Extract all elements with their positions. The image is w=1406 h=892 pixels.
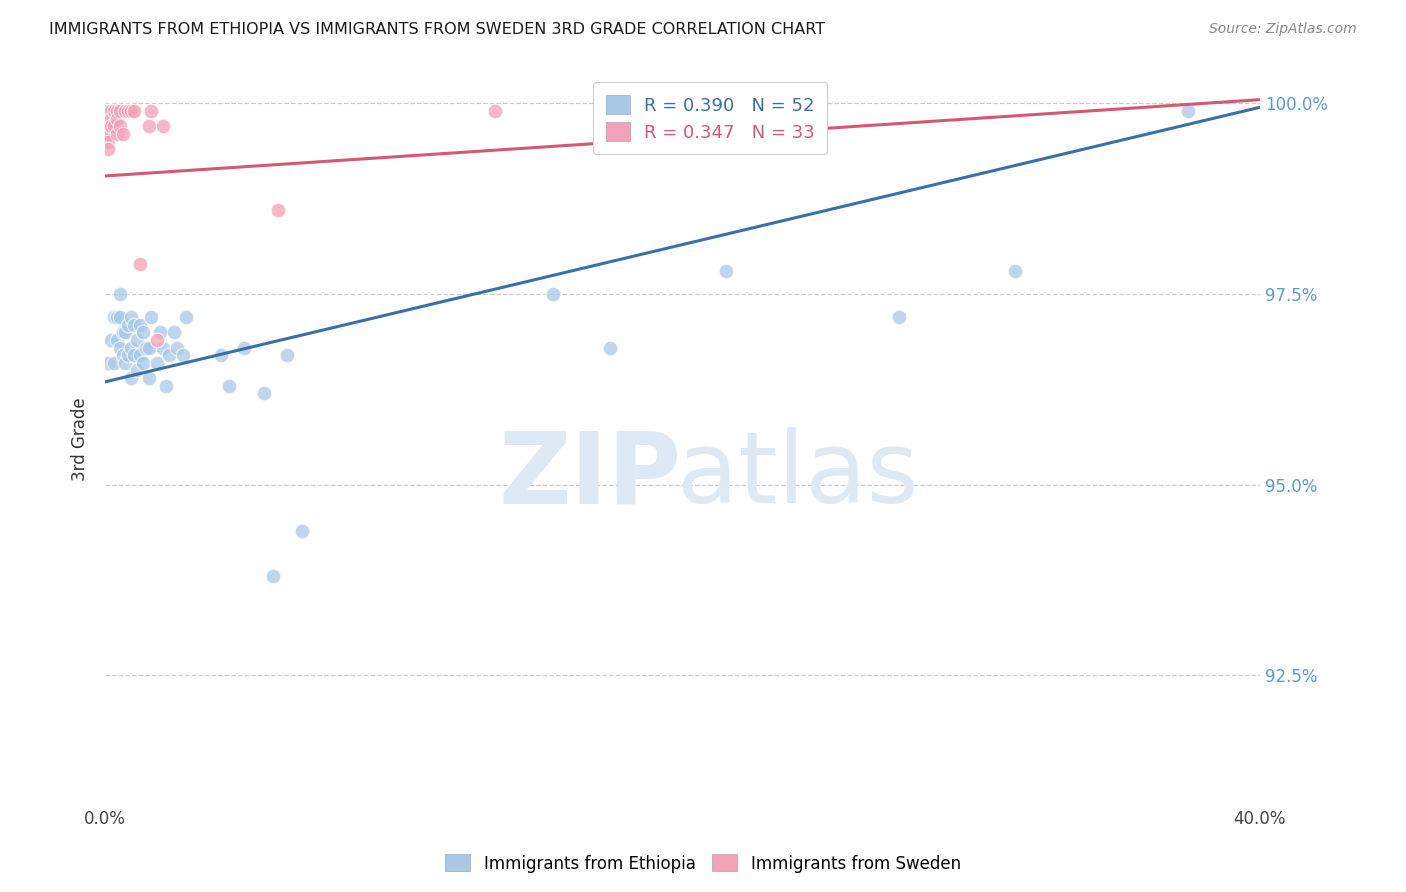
Point <box>97 356 120 370</box>
Point <box>111 325 134 339</box>
Point <box>108 287 131 301</box>
Point <box>105 104 128 119</box>
Point <box>108 310 131 324</box>
Point <box>105 112 128 126</box>
Point <box>146 356 169 370</box>
Point <box>132 356 155 370</box>
Point <box>125 333 148 347</box>
Point <box>114 104 136 119</box>
Point <box>128 348 150 362</box>
Point <box>122 318 145 332</box>
Point <box>105 310 128 324</box>
Point <box>103 356 125 370</box>
Point <box>484 104 506 119</box>
Legend: Immigrants from Ethiopia, Immigrants from Sweden: Immigrants from Ethiopia, Immigrants fro… <box>439 847 967 880</box>
Point <box>172 348 194 362</box>
Point <box>276 348 298 362</box>
Point <box>103 120 125 134</box>
Point <box>100 104 122 119</box>
Text: ZIP: ZIP <box>499 427 682 524</box>
Point <box>120 104 142 119</box>
Point <box>100 333 122 347</box>
Point <box>887 310 910 324</box>
Point <box>97 104 120 119</box>
Point <box>125 363 148 377</box>
Point <box>111 348 134 362</box>
Text: Source: ZipAtlas.com: Source: ZipAtlas.com <box>1209 22 1357 37</box>
Point <box>141 104 163 119</box>
Point <box>262 569 284 583</box>
Point <box>97 112 120 126</box>
Point <box>267 203 290 218</box>
Point <box>209 348 232 362</box>
Point <box>120 341 142 355</box>
Point <box>122 348 145 362</box>
Point <box>290 524 312 538</box>
Point <box>108 104 131 119</box>
Point <box>97 127 120 141</box>
Point <box>97 104 120 119</box>
Text: IMMIGRANTS FROM ETHIOPIA VS IMMIGRANTS FROM SWEDEN 3RD GRADE CORRELATION CHART: IMMIGRANTS FROM ETHIOPIA VS IMMIGRANTS F… <box>49 22 825 37</box>
Point <box>149 325 172 339</box>
Point <box>138 371 160 385</box>
Point <box>152 120 174 134</box>
Point <box>155 378 177 392</box>
Y-axis label: 3rd Grade: 3rd Grade <box>72 397 89 481</box>
Point <box>117 348 139 362</box>
Point <box>146 333 169 347</box>
Point <box>128 318 150 332</box>
Text: atlas: atlas <box>678 427 918 524</box>
Point <box>97 120 120 134</box>
Point <box>97 120 120 134</box>
Point <box>120 310 142 324</box>
Point <box>135 341 157 355</box>
Point <box>166 341 188 355</box>
Point <box>232 341 254 355</box>
Point <box>100 120 122 134</box>
Point <box>714 264 737 278</box>
Point <box>599 341 621 355</box>
Point <box>97 127 120 141</box>
Point <box>138 341 160 355</box>
Point <box>541 287 564 301</box>
Point <box>97 112 120 126</box>
Point <box>120 371 142 385</box>
Point <box>103 310 125 324</box>
Point <box>714 104 737 119</box>
Point <box>157 348 180 362</box>
Legend: R = 0.390   N = 52, R = 0.347   N = 33: R = 0.390 N = 52, R = 0.347 N = 33 <box>593 82 827 154</box>
Point <box>1177 104 1199 119</box>
Point <box>108 120 131 134</box>
Point <box>100 112 122 126</box>
Point <box>174 310 197 324</box>
Point <box>105 333 128 347</box>
Point <box>97 135 120 149</box>
Point <box>114 325 136 339</box>
Point <box>253 386 276 401</box>
Point <box>117 318 139 332</box>
Point <box>97 142 120 156</box>
Point <box>103 104 125 119</box>
Point <box>1004 264 1026 278</box>
Point <box>132 325 155 339</box>
Point <box>163 325 186 339</box>
Point <box>218 378 240 392</box>
Point <box>108 341 131 355</box>
Point <box>122 104 145 119</box>
Point <box>117 104 139 119</box>
Point <box>111 127 134 141</box>
Point <box>138 120 160 134</box>
Point <box>128 257 150 271</box>
Point <box>152 341 174 355</box>
Point <box>141 310 163 324</box>
Point <box>114 356 136 370</box>
Point <box>105 127 128 141</box>
